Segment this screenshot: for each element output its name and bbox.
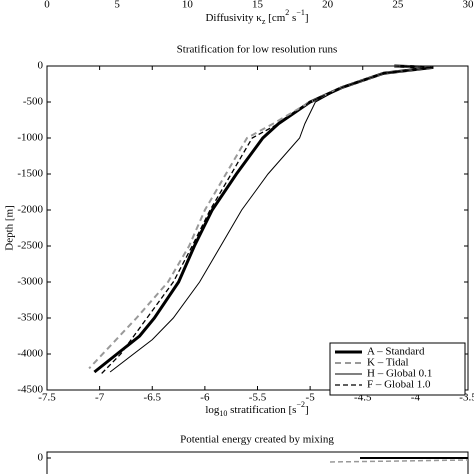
x-tick-label: -5.5 [249,392,267,404]
series-line [99,65,434,377]
plot-frame [46,451,469,474]
y-tick-label: -3500 [17,312,43,324]
label-part: −2 [296,400,305,409]
x-tick-label: -7.5 [38,392,56,404]
top-tick-label: 5 [114,0,120,11]
top-tick-label: 30 [463,0,474,11]
x-axis-label: log10 stratification [s−2] [205,400,308,418]
y-tick-label: -1500 [17,168,43,180]
top-tick-label: 10 [182,0,194,11]
y-tick-label: -1000 [17,132,43,144]
legend-label: F – Global 1.0 [367,379,431,391]
plot-frame [46,65,469,391]
label-part: ] [305,12,309,24]
x-tick-label: -6.5 [144,392,162,404]
y-tick-label: -4000 [17,348,43,360]
x-tick-label: -6 [200,392,210,404]
legend-label: K – Tidal [367,357,409,369]
y-tick-label: -4500 [17,384,43,396]
series-line [109,65,434,373]
label-part: ] [305,404,309,416]
label-part: s [289,12,296,24]
x-tick-label: -4 [411,392,421,404]
y-axis-label: Depth [m] [4,205,16,251]
series-line [93,64,434,374]
top-tick-label: 0 [44,0,50,11]
label-part: 2 [285,8,289,17]
legend-label: H – Global 0.1 [367,368,432,380]
y-tick-label: -500 [23,96,44,108]
legend-label: A – Standard [367,346,425,358]
top-axis-label: Diffusivity κz [cm2 s−1] [205,8,308,26]
y-tick-label: 0 [38,452,44,464]
y-tick-label: -2500 [17,240,43,252]
chart-title: Potential energy created by mixing [180,434,334,446]
label-part: log [205,404,220,416]
chart-title: Stratification for low resolution runs [177,44,338,56]
x-tick-label: -7 [95,392,105,404]
top-tick-label: 15 [252,0,264,11]
series-line [88,65,434,370]
label-part: z [262,17,266,26]
label-part: [cm [265,12,285,24]
series-line [329,459,469,463]
y-tick-label: -2000 [17,204,43,216]
label-part: stratification [s [227,404,296,416]
top-tick-label: 20 [322,0,334,11]
x-tick-label: -5 [306,392,316,404]
label-part: 10 [219,409,227,418]
top-tick-label: 25 [392,0,404,11]
y-tick-label: -3000 [17,276,43,288]
label-part: −1 [296,8,305,17]
y-tick-label: 0 [38,60,44,72]
label-part: Diffusivity κ [205,12,262,24]
